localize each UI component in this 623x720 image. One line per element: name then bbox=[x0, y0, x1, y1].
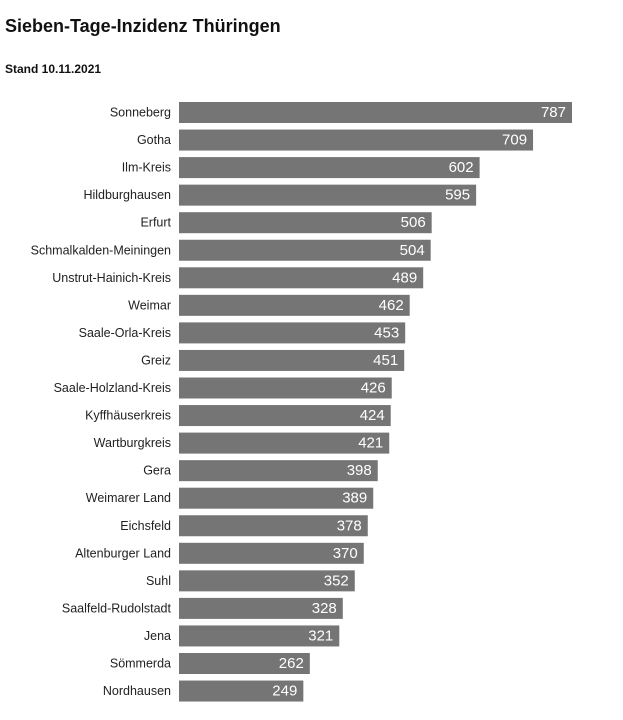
bar-11 bbox=[179, 405, 391, 427]
bar-19 bbox=[179, 625, 340, 647]
chart-title: Sieben-Tage-Inzidenz Thüringen bbox=[5, 16, 281, 36]
value-label: 489 bbox=[392, 269, 417, 286]
bar-2 bbox=[179, 157, 480, 179]
value-label: 462 bbox=[379, 297, 404, 314]
category-label: Altenburger Land bbox=[75, 546, 171, 560]
bar-8 bbox=[179, 322, 406, 344]
category-label: Wartburgkreis bbox=[94, 436, 171, 450]
value-label: 426 bbox=[361, 380, 386, 397]
category-label: Saale-Orla-Kreis bbox=[79, 326, 171, 340]
bar-9 bbox=[179, 349, 405, 371]
chart-subtitle: Stand 10.11.2021 bbox=[5, 62, 102, 76]
value-label: 504 bbox=[400, 242, 425, 259]
category-label: Jena bbox=[144, 629, 171, 643]
value-label: 506 bbox=[401, 214, 426, 231]
bar-17 bbox=[179, 570, 355, 592]
value-label: 453 bbox=[374, 324, 399, 341]
bar-20 bbox=[179, 653, 310, 674]
value-label: 602 bbox=[449, 159, 474, 176]
category-label: Nordhausen bbox=[103, 684, 171, 698]
value-label: 262 bbox=[279, 655, 304, 672]
value-label: 595 bbox=[445, 187, 470, 204]
bar-10 bbox=[179, 377, 392, 399]
bar-15 bbox=[179, 515, 368, 537]
category-label: Sömmerda bbox=[110, 657, 171, 671]
value-label: 321 bbox=[308, 627, 333, 644]
category-label: Ilm-Kreis bbox=[122, 161, 171, 175]
bar-16 bbox=[179, 542, 364, 564]
value-label: 421 bbox=[358, 435, 383, 452]
category-label: Kyffhäuserkreis bbox=[85, 409, 171, 423]
value-label: 787 bbox=[541, 104, 566, 121]
category-label: Saale-Holzland-Kreis bbox=[54, 381, 171, 395]
bar-5 bbox=[179, 239, 431, 261]
bar-12 bbox=[179, 432, 390, 454]
value-label: 709 bbox=[502, 132, 527, 149]
bar-21 bbox=[179, 680, 304, 702]
value-label: 370 bbox=[333, 545, 358, 562]
bar-4 bbox=[179, 212, 432, 234]
value-label: 398 bbox=[347, 462, 372, 479]
category-label: Eichsfeld bbox=[120, 519, 171, 533]
bar-7 bbox=[179, 294, 410, 316]
category-label: Weimar bbox=[128, 298, 171, 312]
category-label: Suhl bbox=[146, 574, 171, 588]
bar-14 bbox=[179, 487, 374, 509]
value-label: 389 bbox=[342, 490, 367, 507]
bar-0 bbox=[179, 102, 572, 123]
category-label: Gotha bbox=[137, 133, 171, 147]
category-label: Erfurt bbox=[140, 216, 171, 230]
category-label: Greiz bbox=[141, 353, 171, 367]
category-label: Hildburghausen bbox=[83, 188, 171, 202]
value-label: 249 bbox=[272, 683, 297, 700]
bar-13 bbox=[179, 460, 378, 482]
value-label: 352 bbox=[324, 572, 349, 589]
category-label: Sonneberg bbox=[110, 106, 171, 120]
category-label: Gera bbox=[143, 464, 171, 478]
category-label: Saalfeld-Rudolstadt bbox=[62, 601, 172, 615]
category-label: Schmalkalden-Meiningen bbox=[31, 243, 171, 257]
category-label: Weimarer Land bbox=[86, 491, 171, 505]
bar-3 bbox=[179, 184, 477, 206]
value-label: 328 bbox=[312, 600, 337, 617]
bar-1 bbox=[179, 129, 534, 151]
value-label: 424 bbox=[360, 407, 385, 424]
value-label: 451 bbox=[373, 352, 398, 369]
bar-6 bbox=[179, 267, 424, 289]
value-label: 378 bbox=[337, 517, 362, 534]
bar-18 bbox=[179, 597, 343, 619]
category-label: Unstrut-Hainich-Kreis bbox=[52, 271, 171, 285]
